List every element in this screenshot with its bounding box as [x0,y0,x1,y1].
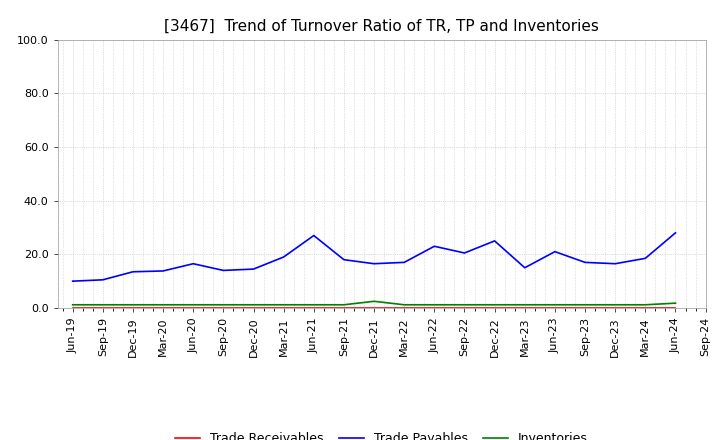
Trade Payables [581,260,590,265]
Inventories [581,302,590,308]
Inventories [641,302,649,308]
Trade Receivables [249,305,258,311]
Trade Receivables [641,305,649,311]
Inventories [340,302,348,308]
Inventories [189,302,197,308]
Trade Receivables [490,305,499,311]
Trade Receivables [99,305,107,311]
Trade Payables [310,233,318,238]
Trade Payables [400,260,408,265]
Inventories [521,302,529,308]
Legend: Trade Receivables, Trade Payables, Inventories: Trade Receivables, Trade Payables, Inven… [171,427,593,440]
Trade Payables [611,261,619,266]
Line: Trade Payables: Trade Payables [73,233,675,281]
Inventories [490,302,499,308]
Trade Receivables [400,305,408,311]
Trade Receivables [340,305,348,311]
Trade Receivables [460,305,469,311]
Inventories [671,301,680,306]
Trade Receivables [279,305,288,311]
Trade Receivables [189,305,197,311]
Inventories [611,302,619,308]
Trade Receivables [611,305,619,311]
Line: Inventories: Inventories [73,301,675,305]
Trade Receivables [68,305,77,311]
Trade Payables [460,250,469,256]
Trade Payables [551,249,559,254]
Trade Payables [159,268,168,274]
Trade Payables [430,244,438,249]
Inventories [129,302,138,308]
Inventories [551,302,559,308]
Trade Receivables [219,305,228,311]
Inventories [430,302,438,308]
Inventories [99,302,107,308]
Inventories [279,302,288,308]
Inventories [310,302,318,308]
Trade Payables [641,256,649,261]
Trade Payables [68,279,77,284]
Trade Payables [340,257,348,262]
Trade Payables [189,261,197,266]
Trade Receivables [310,305,318,311]
Inventories [460,302,469,308]
Inventories [159,302,168,308]
Inventories [68,302,77,308]
Trade Receivables [430,305,438,311]
Trade Payables [370,261,379,266]
Title: [3467]  Trend of Turnover Ratio of TR, TP and Inventories: [3467] Trend of Turnover Ratio of TR, TP… [164,19,599,34]
Trade Payables [129,269,138,275]
Trade Receivables [370,305,379,311]
Trade Payables [490,238,499,244]
Inventories [219,302,228,308]
Trade Receivables [581,305,590,311]
Trade Receivables [671,305,680,311]
Trade Payables [219,268,228,273]
Trade Receivables [159,305,168,311]
Trade Payables [99,277,107,282]
Trade Payables [249,267,258,272]
Inventories [400,302,408,308]
Inventories [249,302,258,308]
Inventories [370,299,379,304]
Trade Receivables [551,305,559,311]
Trade Receivables [129,305,138,311]
Trade Payables [279,254,288,260]
Trade Payables [671,230,680,235]
Trade Payables [521,265,529,270]
Trade Receivables [521,305,529,311]
